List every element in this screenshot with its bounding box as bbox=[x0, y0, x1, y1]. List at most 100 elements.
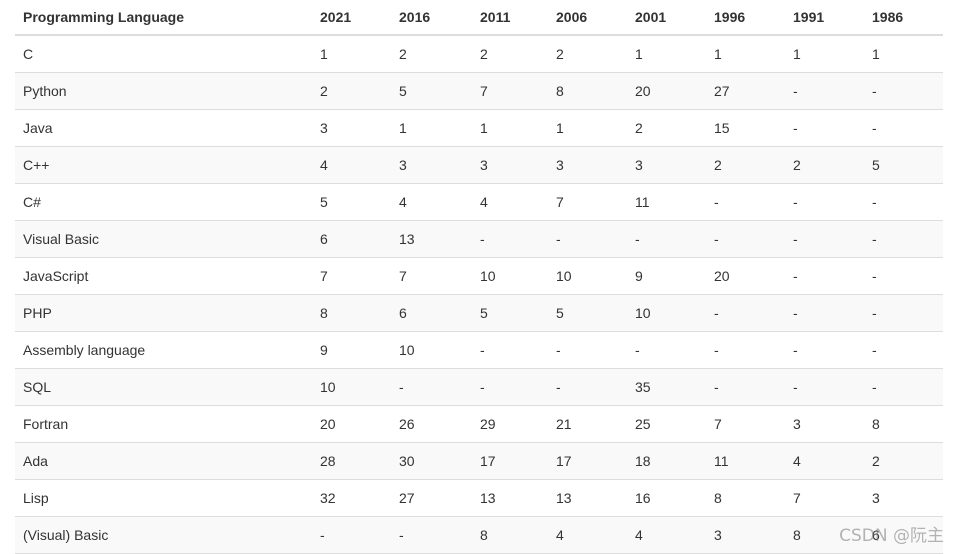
rank-cell: 2 bbox=[391, 35, 472, 73]
rank-cell: 18 bbox=[627, 442, 706, 480]
rank-cell: - bbox=[706, 331, 785, 369]
rank-cell: 9 bbox=[627, 257, 706, 295]
ranking-table-container: Programming Language 2021 2016 2011 2006… bbox=[15, 0, 943, 554]
language-name-cell: Python bbox=[15, 72, 312, 110]
header-year-2016: 2016 bbox=[391, 0, 472, 36]
rank-cell: - bbox=[864, 72, 943, 110]
table-row: C# 5 4 4 7 11- - - bbox=[15, 183, 943, 221]
language-name-cell: PHP bbox=[15, 294, 312, 332]
language-name-cell: Ada bbox=[15, 442, 312, 480]
rank-cell: 25 bbox=[627, 405, 706, 443]
rank-cell: 10 bbox=[548, 257, 627, 295]
rank-cell: 11 bbox=[706, 442, 785, 480]
rank-cell: - bbox=[548, 368, 627, 406]
language-ranking-table: Programming Language 2021 2016 2011 2006… bbox=[15, 0, 943, 554]
rank-cell: 3 bbox=[472, 146, 548, 184]
rank-cell: 1 bbox=[472, 109, 548, 147]
rank-cell: 7 bbox=[472, 72, 548, 110]
rank-cell: 5 bbox=[864, 146, 943, 184]
rank-cell: - bbox=[706, 294, 785, 332]
header-year-2006: 2006 bbox=[548, 0, 627, 36]
rank-cell: 6 bbox=[864, 516, 943, 554]
rank-cell: 32 bbox=[312, 479, 391, 517]
table-row: Python 2 5 7 8 20 27- - bbox=[15, 72, 943, 110]
rank-cell: 7 bbox=[391, 257, 472, 295]
table-row: PHP 8 6 5 5 10- - - bbox=[15, 294, 943, 332]
rank-cell: 13 bbox=[391, 220, 472, 258]
rank-cell: - bbox=[312, 516, 391, 554]
rank-cell: 10 bbox=[472, 257, 548, 295]
rank-cell: 8 bbox=[864, 405, 943, 443]
rank-cell: - bbox=[864, 257, 943, 295]
rank-cell: 16 bbox=[627, 479, 706, 517]
rank-cell: - bbox=[785, 220, 864, 258]
table-body: C 1 2 2 2 1 1 1 1 Python 2 5 7 8 20 27- - Java 3 1 1 1 2 15- - C+… bbox=[15, 35, 943, 554]
rank-cell: 7 bbox=[785, 479, 864, 517]
rank-cell: 2 bbox=[785, 146, 864, 184]
table-row: Assembly language 9 10- - - - - - bbox=[15, 331, 943, 369]
rank-cell: - bbox=[391, 368, 472, 406]
table-row: Visual Basic 6 13- - - - - - bbox=[15, 220, 943, 258]
table-row: Ada 28 30 17 17 18 11 4 2 bbox=[15, 442, 943, 480]
rank-cell: 29 bbox=[472, 405, 548, 443]
rank-cell: 1 bbox=[706, 35, 785, 73]
language-name-cell: C bbox=[15, 35, 312, 73]
rank-cell: - bbox=[785, 331, 864, 369]
rank-cell: 4 bbox=[312, 146, 391, 184]
rank-cell: 8 bbox=[548, 72, 627, 110]
rank-cell: 7 bbox=[706, 405, 785, 443]
rank-cell: 17 bbox=[472, 442, 548, 480]
rank-cell: - bbox=[864, 220, 943, 258]
rank-cell: - bbox=[472, 368, 548, 406]
rank-cell: 8 bbox=[472, 516, 548, 554]
rank-cell: 7 bbox=[548, 183, 627, 221]
rank-cell: 21 bbox=[548, 405, 627, 443]
rank-cell: 5 bbox=[472, 294, 548, 332]
rank-cell: - bbox=[627, 331, 706, 369]
language-name-cell: Java bbox=[15, 109, 312, 147]
header-year-1991: 1991 bbox=[785, 0, 864, 36]
rank-cell: 3 bbox=[391, 146, 472, 184]
rank-cell: 1 bbox=[785, 35, 864, 73]
rank-cell: 9 bbox=[312, 331, 391, 369]
table-row: Fortran 20 26 29 21 25 7 3 8 bbox=[15, 405, 943, 443]
language-name-cell: C# bbox=[15, 183, 312, 221]
rank-cell: - bbox=[864, 331, 943, 369]
rank-cell: 10 bbox=[391, 331, 472, 369]
rank-cell: - bbox=[785, 72, 864, 110]
rank-cell: 1 bbox=[548, 109, 627, 147]
header-year-2021: 2021 bbox=[312, 0, 391, 36]
rank-cell: 2 bbox=[627, 109, 706, 147]
table-row: C++ 4 3 3 3 3 2 2 5 bbox=[15, 146, 943, 184]
table-row: (Visual) Basic - -8 4 4 3 8 6 bbox=[15, 516, 943, 554]
header-year-2011: 2011 bbox=[472, 0, 548, 36]
rank-cell: 3 bbox=[627, 146, 706, 184]
rank-cell: - bbox=[864, 368, 943, 406]
rank-cell: - bbox=[391, 516, 472, 554]
rank-cell: 1 bbox=[312, 35, 391, 73]
rank-cell: 5 bbox=[312, 183, 391, 221]
table-header: Programming Language 2021 2016 2011 2006… bbox=[15, 0, 943, 36]
rank-cell: 20 bbox=[312, 405, 391, 443]
rank-cell: 17 bbox=[548, 442, 627, 480]
rank-cell: - bbox=[706, 220, 785, 258]
rank-cell: 3 bbox=[706, 516, 785, 554]
header-year-2001: 2001 bbox=[627, 0, 706, 36]
rank-cell: - bbox=[472, 331, 548, 369]
rank-cell: 4 bbox=[472, 183, 548, 221]
rank-cell: 15 bbox=[706, 109, 785, 147]
rank-cell: 7 bbox=[312, 257, 391, 295]
language-name-cell: SQL bbox=[15, 368, 312, 406]
rank-cell: 8 bbox=[706, 479, 785, 517]
rank-cell: 5 bbox=[391, 72, 472, 110]
rank-cell: 2 bbox=[472, 35, 548, 73]
rank-cell: - bbox=[627, 220, 706, 258]
rank-cell: - bbox=[472, 220, 548, 258]
rank-cell: 3 bbox=[785, 405, 864, 443]
rank-cell: 13 bbox=[548, 479, 627, 517]
rank-cell: 4 bbox=[391, 183, 472, 221]
rank-cell: - bbox=[548, 220, 627, 258]
table-row: Java 3 1 1 1 2 15- - bbox=[15, 109, 943, 147]
rank-cell: 2 bbox=[312, 72, 391, 110]
rank-cell: - bbox=[864, 294, 943, 332]
